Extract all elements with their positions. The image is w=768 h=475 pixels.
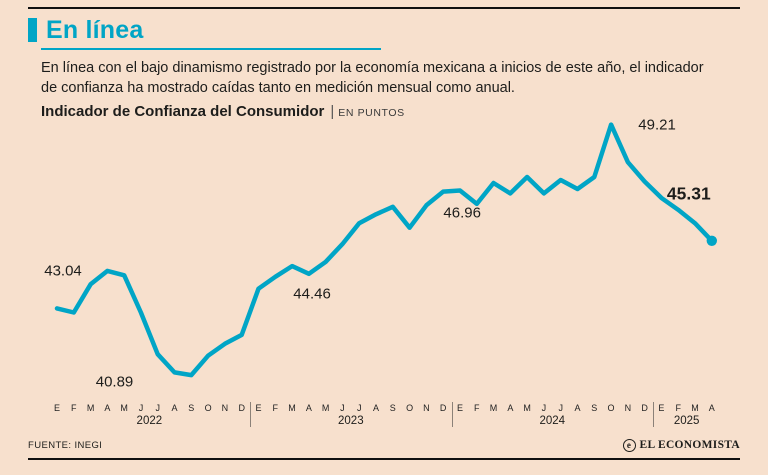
- month-tick: M: [321, 402, 330, 413]
- chart-heading: Indicador de Confianza del Consumidor | EN…: [41, 103, 405, 120]
- month-tick: E: [255, 402, 262, 413]
- data-label-40.89: 40.89: [95, 373, 134, 391]
- page-title: En línea: [46, 15, 144, 44]
- footer: FUENTE: INEGI e EL ECONOMISTA: [28, 438, 741, 452]
- chart-title: Indicador de Confianza del Consumidor: [41, 102, 325, 120]
- header: En línea: [28, 15, 740, 45]
- data-label-44.46: 44.46: [293, 285, 331, 303]
- accent-bar: [28, 18, 37, 42]
- confidence-line: [54, 121, 715, 377]
- month-tick: D: [238, 402, 245, 413]
- top-divider: [28, 7, 740, 9]
- month-tick: A: [305, 402, 312, 413]
- lede-paragraph: En línea con el bajo dinamismo registrad…: [41, 60, 704, 97]
- month-tick: J: [340, 402, 345, 413]
- month-tick: A: [104, 402, 111, 413]
- year-separator: [250, 401, 252, 427]
- month-tick: S: [389, 402, 396, 413]
- month-tick: A: [171, 402, 178, 413]
- heading-separator: |: [330, 102, 335, 120]
- month-tick: E: [53, 402, 61, 413]
- publisher-name: EL ECONOMISTA: [639, 439, 740, 452]
- month-tick: M: [489, 402, 498, 413]
- month-tick: O: [204, 402, 212, 413]
- month-tick: A: [574, 402, 581, 413]
- month-tick: D: [641, 402, 648, 413]
- month-tick: J: [356, 402, 362, 413]
- source-note: FUENTE: INEGI: [28, 439, 103, 451]
- month-tick: N: [624, 402, 632, 413]
- month-tick: A: [507, 402, 514, 413]
- month-tick: O: [607, 402, 615, 413]
- month-tick: F: [474, 402, 480, 413]
- title-underline: [41, 48, 381, 50]
- month-tick: J: [155, 402, 160, 413]
- month-tick: F: [675, 402, 681, 413]
- month-tick: M: [288, 402, 296, 413]
- month-tick: F: [71, 402, 77, 413]
- month-tick: N: [221, 402, 229, 413]
- month-tick: J: [138, 402, 144, 413]
- month-tick: S: [188, 402, 195, 413]
- month-tick: A: [372, 402, 380, 413]
- month-tick: D: [439, 402, 447, 413]
- year-label-2024: 2024: [539, 414, 566, 427]
- data-label-49.21: 49.21: [638, 116, 676, 134]
- month-tick: J: [541, 402, 547, 413]
- publisher-logo: e EL ECONOMISTA: [622, 438, 741, 452]
- chart-area: Indicador de Confianza del Consumidor | EN…: [28, 103, 740, 401]
- data-label-45.31: 45.31: [666, 183, 711, 204]
- month-tick: E: [456, 402, 463, 413]
- data-label-43.04: 43.04: [44, 262, 82, 280]
- line-chart: [54, 121, 717, 377]
- year-label-2025: 2025: [673, 414, 700, 427]
- month-tick: F: [272, 402, 279, 413]
- latest-point-marker: [706, 235, 717, 246]
- publisher-mark-icon: e: [622, 438, 636, 452]
- infographic-card: En línea En línea con el bajo dinamismo …: [0, 7, 768, 475]
- month-tick: M: [691, 402, 699, 413]
- data-label-46.96: 46.96: [443, 204, 481, 222]
- month-tick: A: [708, 402, 715, 413]
- year-separator: [451, 401, 453, 427]
- year-label-2023: 2023: [338, 414, 364, 427]
- month-tick: M: [523, 402, 531, 413]
- month-tick: M: [86, 402, 95, 413]
- year-separator: [653, 401, 655, 427]
- chart-units-label: EN PUNTOS: [338, 106, 405, 119]
- month-tick: S: [591, 402, 598, 413]
- month-tick: M: [120, 402, 128, 413]
- year-label-2022: 2022: [136, 414, 163, 427]
- month-tick: N: [423, 402, 430, 413]
- month-tick: O: [406, 402, 414, 413]
- month-tick: J: [558, 402, 563, 413]
- bottom-divider: [28, 457, 740, 460]
- month-tick: E: [658, 402, 665, 413]
